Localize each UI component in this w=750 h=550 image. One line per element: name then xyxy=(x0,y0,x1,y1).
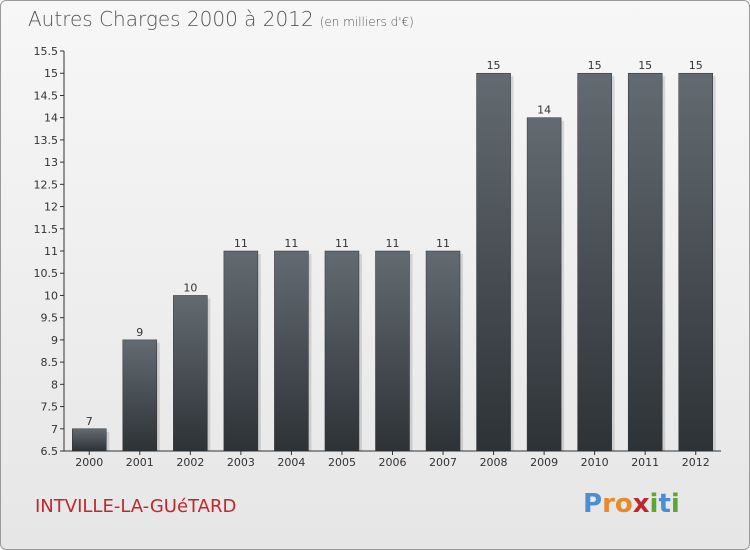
bar-value-label: 11 xyxy=(386,237,400,250)
y-tick-label: 15.5 xyxy=(34,45,59,58)
bar xyxy=(526,117,562,452)
logo-letter: P xyxy=(583,489,603,519)
bar xyxy=(223,250,259,452)
commune-name: INTVILLE-LA-GUéTARD xyxy=(35,496,237,517)
x-tick-label: 2000 xyxy=(75,456,103,469)
x-tick-label: 2012 xyxy=(682,456,710,469)
logo-letter: i xyxy=(670,489,680,519)
chart-title: Autres Charges 2000 à 2012 (en milliers d… xyxy=(28,7,414,31)
x-tick-label: 2009 xyxy=(530,456,558,469)
bar xyxy=(72,428,107,452)
x-tick-label: 2002 xyxy=(176,456,204,469)
y-tick-label: 7 xyxy=(51,423,58,436)
y-tick-label: 10 xyxy=(44,289,58,302)
bar-value-label: 10 xyxy=(183,281,197,294)
bar-value-label: 15 xyxy=(588,59,602,72)
y-tick-label: 7.5 xyxy=(41,401,59,414)
x-tick-label: 2010 xyxy=(581,456,609,469)
y-tick-label: 14.5 xyxy=(34,89,59,102)
y-tick-label: 13 xyxy=(44,156,58,169)
x-tick-label: 2007 xyxy=(429,456,457,469)
x-tick-label: 2001 xyxy=(126,456,154,469)
x-tick-label: 2006 xyxy=(379,456,407,469)
y-tick-label: 9.5 xyxy=(41,312,59,325)
bar xyxy=(476,72,511,452)
bar xyxy=(627,72,663,452)
y-tick-label: 9 xyxy=(51,334,58,347)
bar-value-label: 15 xyxy=(689,59,703,72)
chart-title-text: Autres Charges 2000 à 2012 xyxy=(28,7,314,31)
y-tick-label: 12.5 xyxy=(34,178,59,191)
bar xyxy=(324,250,360,452)
bar-value-label: 9 xyxy=(136,326,143,339)
bar xyxy=(678,72,713,452)
y-tick-label: 6.5 xyxy=(41,445,59,458)
logo-letter: o xyxy=(614,489,633,519)
y-tick-label: 8 xyxy=(51,378,58,391)
bar xyxy=(122,339,158,452)
logo-letter: x xyxy=(632,489,650,519)
bar-value-label: 15 xyxy=(638,59,652,72)
y-tick-label: 12 xyxy=(44,201,58,214)
bar-value-label: 11 xyxy=(436,237,450,250)
logo-letter: i xyxy=(649,489,659,519)
y-tick-label: 15 xyxy=(44,67,58,80)
bar xyxy=(274,250,309,452)
chart-subtitle: (en milliers d'€) xyxy=(319,15,414,29)
bar xyxy=(375,250,410,452)
y-tick-label: 8.5 xyxy=(41,356,59,369)
logo-letter: r xyxy=(602,489,615,519)
bar-value-label: 11 xyxy=(335,237,349,250)
bar-value-label: 14 xyxy=(537,104,551,117)
bar xyxy=(425,250,461,452)
bar xyxy=(173,295,208,452)
bar-value-label: 11 xyxy=(284,237,298,250)
bar xyxy=(577,72,612,452)
x-tick-label: 2003 xyxy=(227,456,255,469)
x-tick-label: 2008 xyxy=(480,456,508,469)
y-tick-label: 13.5 xyxy=(34,134,59,147)
bar-value-label: 11 xyxy=(234,237,248,250)
y-tick-label: 10.5 xyxy=(34,267,59,280)
proxiti-logo: Proxiti xyxy=(583,489,680,519)
y-tick-label: 11 xyxy=(44,245,58,258)
y-tick-label: 11.5 xyxy=(34,223,59,236)
bar-value-label: 7 xyxy=(86,415,93,428)
x-tick-label: 2005 xyxy=(328,456,356,469)
logo-letter: t xyxy=(658,489,671,519)
x-tick-label: 2011 xyxy=(631,456,659,469)
bar-value-label: 15 xyxy=(487,59,501,72)
x-tick-label: 2004 xyxy=(277,456,305,469)
y-tick-label: 14 xyxy=(44,112,58,125)
